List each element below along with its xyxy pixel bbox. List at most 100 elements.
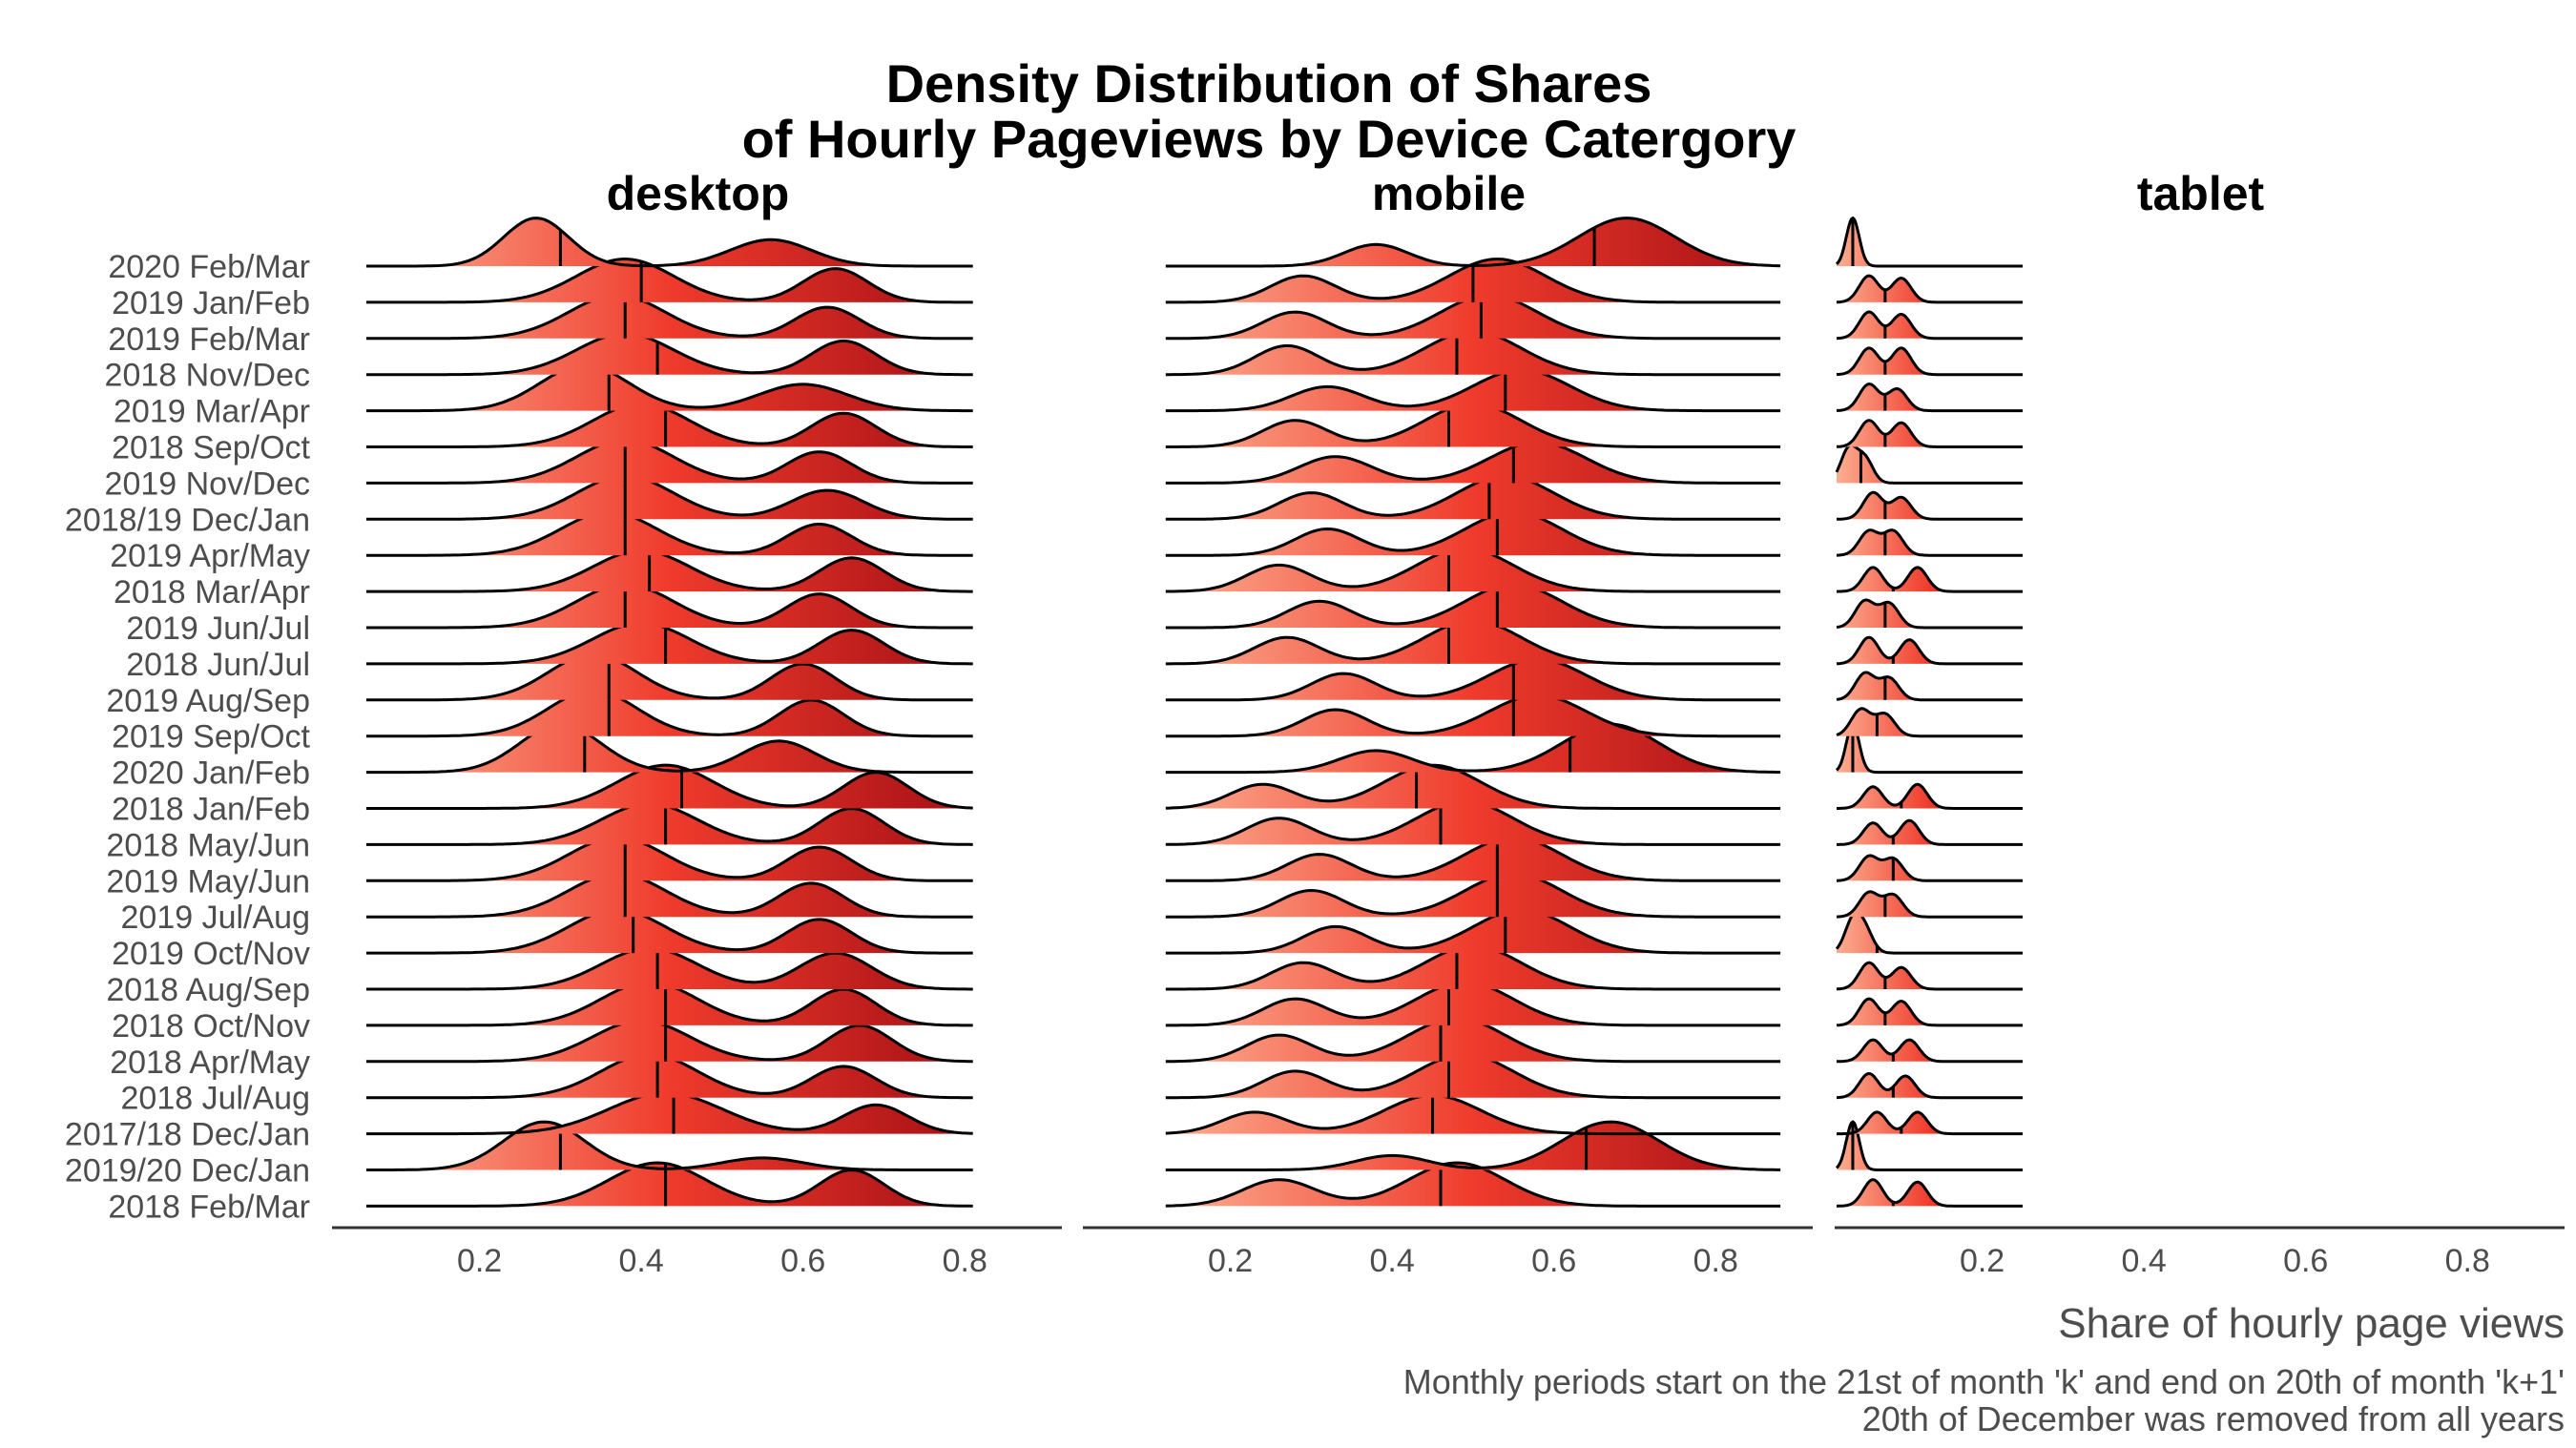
- ridge-tablet-1: [1836, 274, 2023, 304]
- ridge-outline: [365, 1120, 973, 1171]
- ridge-desktop-11: [365, 621, 973, 666]
- ridge-tablet-23: [1837, 1071, 2023, 1100]
- x-tick-label: 0.8: [2445, 1243, 2490, 1279]
- ridge-desktop-13: [365, 689, 973, 738]
- x-tick-label: 0.4: [619, 1243, 664, 1279]
- ridge-outline: [1837, 1110, 2023, 1136]
- ridge-tablet-15: [1837, 782, 2023, 810]
- ridge-fill: [1165, 838, 1781, 881]
- ridge-tablet-16: [1837, 818, 2023, 846]
- panel-mobile: [1165, 217, 1781, 1208]
- ridge-outline: [365, 1161, 973, 1208]
- ridge-outline: [1165, 836, 1781, 882]
- ridge-fill: [365, 623, 973, 664]
- ridge-outline: [1165, 368, 1781, 413]
- ridge-tablet-11: [1836, 635, 2023, 666]
- ridge-fill: [1165, 1095, 1781, 1134]
- ridge-fill: [365, 511, 973, 556]
- y-tick-label: 2019 Feb/Mar: [108, 321, 310, 358]
- ridge-fill: [365, 1163, 973, 1207]
- ridge-mobile-12: [1165, 657, 1781, 702]
- ridge-outline: [365, 722, 973, 775]
- ridge-desktop-19: [365, 908, 973, 955]
- ridge-outline: [365, 332, 973, 377]
- ridge-desktop-2: [365, 293, 973, 341]
- ridge-outline: [365, 1019, 973, 1064]
- ridge-outline: [365, 763, 973, 810]
- ridge-outline: [365, 872, 973, 919]
- ridge-mobile-14: [1165, 722, 1781, 775]
- y-tick-label: 2019 Apr/May: [110, 538, 310, 574]
- ridge-fill: [1165, 511, 1781, 556]
- ridge-outline: [1165, 872, 1781, 919]
- ridge-fill: [1165, 403, 1781, 447]
- ridge-desktop-17: [365, 836, 973, 882]
- ridge-mobile-6: [1165, 441, 1781, 485]
- ridge-tablet-17: [1837, 854, 2023, 882]
- ridge-outline: [1835, 1120, 2023, 1171]
- ridge-tablet-13: [1836, 707, 2023, 738]
- ridge-fill: [1837, 891, 2023, 918]
- ridge-outline: [1837, 1038, 2023, 1064]
- y-tick-label: 2019/20 Dec/Jan: [65, 1153, 310, 1189]
- ridge-fill: [1837, 492, 2023, 520]
- caption-line-2: 20th of December was removed from all ye…: [1862, 1399, 2565, 1438]
- ridge-fill: [1837, 820, 2023, 845]
- ridge-desktop-8: [365, 510, 973, 557]
- ridge-fill: [1165, 945, 1781, 989]
- ridge-outline: [365, 293, 973, 341]
- y-tick-label: 2018 May/Jun: [106, 827, 310, 863]
- ridge-tablet-6: [1835, 444, 2023, 485]
- ridge-fill: [1165, 1018, 1781, 1062]
- ridge-fill: [1837, 962, 2023, 989]
- ridge-tablet-20: [1836, 961, 2023, 991]
- x-tick-label: 0.6: [780, 1243, 825, 1279]
- ridge-fill: [1165, 659, 1781, 700]
- x-tick-label: 0.6: [1531, 1243, 1576, 1279]
- ridge-fill: [365, 475, 973, 520]
- ridge-fill: [1837, 855, 2023, 881]
- y-tick-label: 2017/18 Dec/Jan: [65, 1117, 310, 1153]
- ridge-outline: [1837, 528, 2023, 557]
- ridge-outline: [1165, 722, 1781, 775]
- ridge-fill: [1165, 476, 1781, 520]
- ridge-tablet-2: [1836, 310, 2023, 341]
- ridge-desktop-0: [365, 217, 973, 268]
- ridge-desktop-16: [365, 802, 973, 846]
- y-tick-label: 2018 Aug/Sep: [106, 972, 310, 1008]
- ridge-fill: [365, 295, 973, 339]
- ridge-outline: [1835, 444, 2023, 485]
- ridge-fill: [1837, 276, 2023, 302]
- ridge-outline: [1836, 382, 2023, 413]
- ridge-outline: [1835, 722, 2023, 775]
- y-tick-label: 2018/19 Dec/Jan: [65, 502, 310, 538]
- ridge-outline: [1165, 441, 1781, 485]
- ridge-desktop-18: [365, 872, 973, 919]
- x-tick-label: 0.6: [2283, 1243, 2328, 1279]
- x-tick-label: 0.8: [943, 1243, 987, 1279]
- ridge-fill: [365, 333, 973, 375]
- ridge-outline: [365, 621, 973, 666]
- ridge-fill: [1837, 347, 2023, 375]
- ridge-tablet-24: [1837, 1110, 2023, 1136]
- ridge-fill: [1165, 1054, 1781, 1098]
- ridge-fill: [365, 803, 973, 845]
- ridge-outline: [1837, 854, 2023, 882]
- ridge-desktop-20: [365, 946, 973, 991]
- ridge-outline: [365, 548, 973, 593]
- x-tick-label: 0.8: [1693, 1243, 1738, 1279]
- ridge-mobile-10: [1165, 583, 1781, 630]
- y-tick-label: 2018 Jun/Jul: [126, 647, 310, 683]
- y-tick-label: 2018 Feb/Mar: [108, 1189, 310, 1225]
- y-tick-label: 2020 Feb/Mar: [108, 249, 310, 285]
- ridge-fill: [1837, 1073, 2023, 1098]
- ridge-tablet-0: [1835, 216, 2023, 268]
- x-tick-label: 0.4: [1370, 1243, 1415, 1279]
- y-tick-label: 2020 Jan/Feb: [112, 755, 310, 792]
- y-tick-label: 2019 Oct/Nov: [112, 936, 310, 972]
- ridge-outline: [1837, 1071, 2023, 1100]
- panel-strip-tablet: tablet: [2137, 167, 2265, 220]
- ridge-outline: [365, 474, 973, 521]
- ridge-fill: [1837, 445, 2023, 484]
